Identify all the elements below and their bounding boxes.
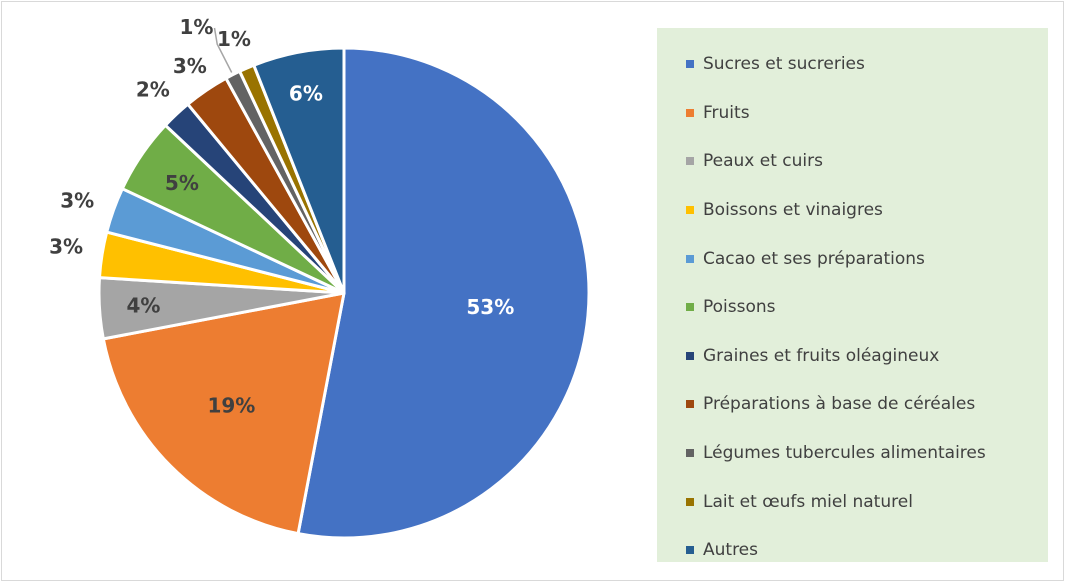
legend-item-autres: Autres <box>657 526 1048 575</box>
legend-item-preparations-a-base-de-cereales: Préparations à base de céréales <box>657 380 1048 429</box>
data-label-cacao-et-ses-preparations: 3% <box>60 188 94 212</box>
legend-swatch <box>686 303 694 312</box>
pie-slices <box>97 46 591 540</box>
pie-slice-autres <box>252 46 346 295</box>
leader-line-legumes-tubercules-alimentaires <box>213 27 233 73</box>
legend-swatch <box>686 400 694 409</box>
legend-label: Peaux et cuirs <box>703 151 823 172</box>
pie-slice-fruits <box>101 291 346 536</box>
legend-label: Préparations à base de céréales <box>703 394 976 415</box>
legend-item-poissons: Poissons <box>657 283 1048 332</box>
legend-swatch <box>686 497 694 506</box>
data-label-boissons-et-vinaigres: 3% <box>49 234 83 258</box>
data-label-preparations-a-base-de-cereales: 3% <box>173 54 207 78</box>
legend-label: Autres <box>703 540 759 561</box>
legend-swatch <box>686 157 694 166</box>
legend-swatch <box>686 546 694 555</box>
data-label-legumes-tubercules-alimentaires: 1% <box>180 15 214 39</box>
slice-labels: 53%19%4%3%3%5%2%3%1% 1%6% <box>49 15 514 418</box>
legend-item-lait-et-oeufs-miel-naturel: Lait et œufs miel naturel <box>657 477 1048 526</box>
data-label-graines-et-fruits-oleagineux: 2% <box>136 77 170 101</box>
legend-item-boissons-et-vinaigres: Boissons et vinaigres <box>657 186 1048 235</box>
legend-label: Graines et fruits oléagineux <box>703 345 940 366</box>
legend-swatch <box>686 449 694 458</box>
leader-lines <box>213 27 233 73</box>
legend-label: Fruits <box>703 102 750 123</box>
legend-item-sucres-et-sucreries: Sucres et sucreries <box>657 40 1048 89</box>
legend-label: Légumes tubercules alimentaires <box>703 443 986 464</box>
legend-item-legumes-tubercules-alimentaires: Légumes tubercules alimentaires <box>657 429 1048 478</box>
legend-label: Sucres et sucreries <box>703 54 865 75</box>
legend-item-cacao-et-ses-preparations: Cacao et ses préparations <box>657 234 1048 283</box>
data-label-fruits: 19% <box>207 394 255 418</box>
data-label-poissons: 5% <box>165 171 199 195</box>
legend-swatch <box>686 60 694 69</box>
legend-label: Poissons <box>703 297 776 318</box>
legend-item-peaux-et-cuirs: Peaux et cuirs <box>657 137 1048 186</box>
legend: Sucres et sucreries Fruits Peaux et cuirs B… <box>657 28 1048 562</box>
pie-slice-sucres-et-sucreries <box>296 46 591 540</box>
data-label-lait-et-oeufs-miel-naturel: 1% <box>217 27 251 51</box>
legend-label: Cacao et ses préparations <box>703 248 925 269</box>
data-label-sucres-et-sucreries: 53% <box>466 295 514 319</box>
data-label-peaux-et-cuirs: 4% <box>127 294 161 318</box>
legend-swatch <box>686 351 694 360</box>
data-label-autres: 6% <box>289 81 323 105</box>
legend-swatch <box>686 206 694 215</box>
legend-label: Boissons et vinaigres <box>703 200 883 221</box>
legend-label: Lait et œufs miel naturel <box>703 491 913 512</box>
legend-swatch <box>686 108 694 117</box>
legend-swatch <box>686 254 694 263</box>
legend-item-graines-et-fruits-oleagineux: Graines et fruits oléagineux <box>657 332 1048 381</box>
legend-item-fruits: Fruits <box>657 89 1048 138</box>
